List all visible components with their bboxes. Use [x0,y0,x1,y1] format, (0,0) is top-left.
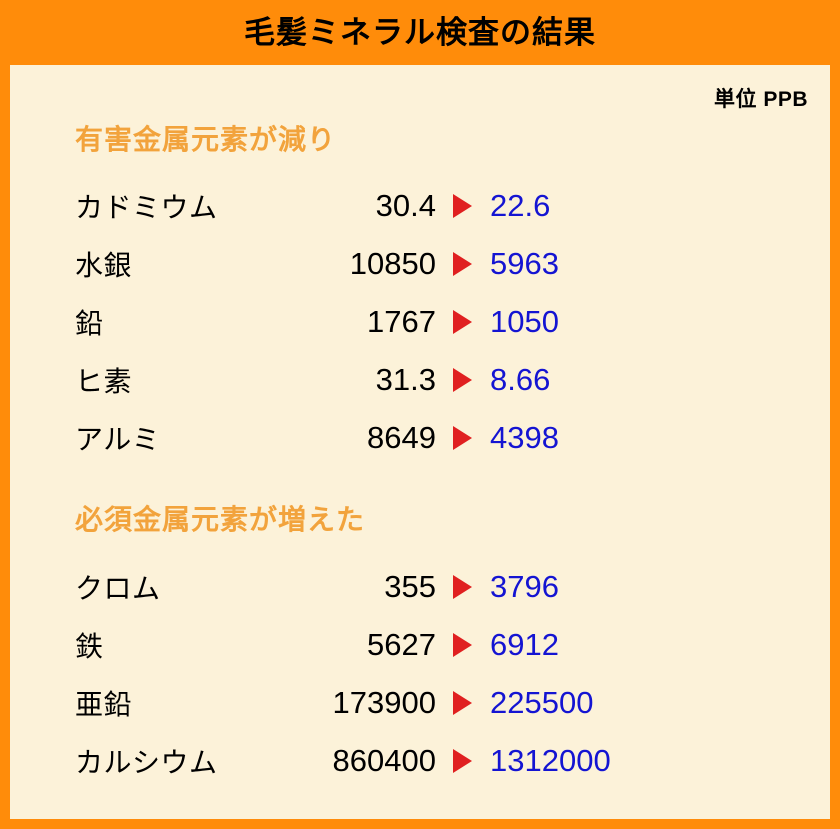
results-card: 単位 PPB 有害金属元素が減り カドミウム 30.4 22.6 水銀 1085… [10,65,830,819]
row-after-value: 4398 [490,420,559,455]
row-label: アルミ [75,424,161,455]
table-row: ヒ素 31.3 8.66 [10,357,830,403]
triangle-right-icon [453,368,472,392]
title-band: 毛髪ミネラル検査の結果 [0,0,840,65]
page-title: 毛髪ミネラル検査の結果 [244,15,596,50]
row-label: ヒ素 [75,366,133,397]
row-before-value: 1767 [367,304,436,339]
row-label: 鉄 [75,631,104,662]
table-row: クロム 355 3796 [10,564,830,610]
triangle-right-icon [453,310,472,334]
triangle-right-icon [453,575,472,599]
row-after-value: 3796 [490,569,559,604]
row-before-value: 355 [384,569,436,604]
row-label: カルシウム [75,747,218,778]
row-after-value: 6912 [490,627,559,662]
row-after-value: 8.66 [490,362,551,397]
row-after-value: 225500 [490,685,594,720]
row-label: クロム [75,573,161,604]
row-before-value: 860400 [332,743,436,778]
row-before-value: 173900 [332,685,436,720]
row-label: カドミウム [75,192,218,223]
table-row: アルミ 8649 4398 [10,415,830,461]
row-before-value: 5627 [367,627,436,662]
table-row: 鉄 5627 6912 [10,622,830,668]
unit-note: 単位 PPB [713,88,808,111]
row-after-value: 1050 [490,304,559,339]
section-heading-essential-metals: 必須金属元素が増えた [75,504,366,535]
row-after-value: 1312000 [490,743,611,778]
triangle-right-icon [453,426,472,450]
row-after-value: 22.6 [490,188,551,223]
triangle-right-icon [453,252,472,276]
row-before-value: 10850 [349,246,436,281]
row-label: 亜鉛 [75,689,133,720]
row-before-value: 8649 [367,420,436,455]
table-row: 鉛 1767 1050 [10,299,830,345]
row-before-value: 30.4 [375,188,436,223]
section-heading-harmful-metals: 有害金属元素が減り [75,124,337,155]
row-label: 水銀 [75,250,133,281]
table-row: カルシウム 860400 1312000 [10,738,830,784]
triangle-right-icon [453,633,472,657]
row-label: 鉛 [75,308,104,339]
row-before-value: 31.3 [375,362,436,397]
triangle-right-icon [453,194,472,218]
triangle-right-icon [453,749,472,773]
table-row: 亜鉛 173900 225500 [10,680,830,726]
row-after-value: 5963 [490,246,559,281]
table-row: 水銀 10850 5963 [10,241,830,287]
triangle-right-icon [453,691,472,715]
table-row: カドミウム 30.4 22.6 [10,183,830,229]
